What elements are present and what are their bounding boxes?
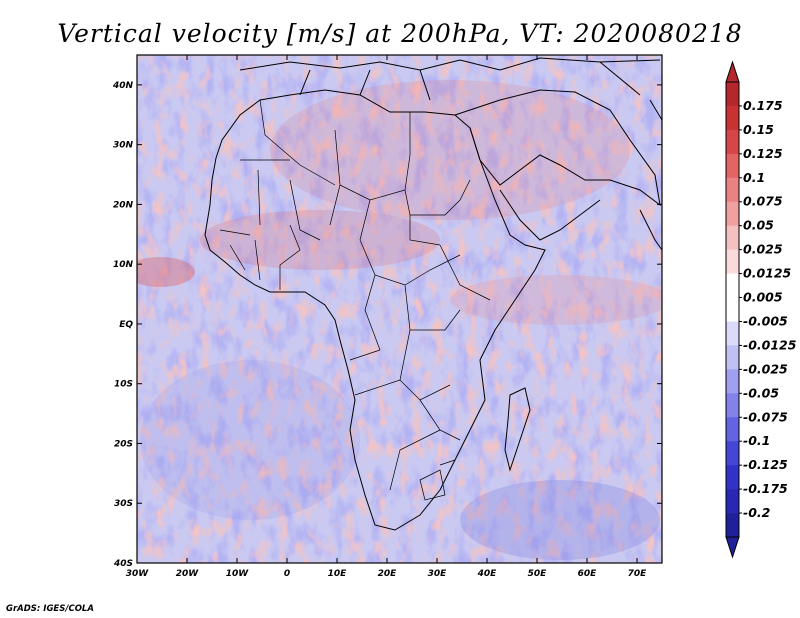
colorbar-label: 0.025 — [743, 242, 783, 257]
x-axis: 30W 20W 10W 0 10E 20E 30E 40E 50E 60E 70E — [126, 55, 647, 579]
x-tick-label: 10E — [328, 569, 348, 579]
y-tick-label: 30S — [114, 499, 133, 509]
colorbar: 0.175 0.15 0.125 0.1 0.075 0.05 0.025 0.0125 0.0… — [725, 60, 797, 559]
y-tick-label: 40S — [113, 559, 133, 569]
colorbar-label: -0.0125 — [743, 337, 797, 352]
colorbar-label: 0.075 — [743, 194, 783, 209]
y-tick-label: 10N — [113, 260, 134, 270]
colorbar-max-arrow — [725, 60, 740, 83]
colorbar-segment — [726, 225, 739, 250]
country-borders — [219, 99, 491, 501]
map-title: Vertical velocity [m/s] at 200hPa, VT: 2… — [57, 19, 742, 48]
colorbar-segment — [726, 105, 739, 131]
colorbar-segment — [726, 489, 739, 514]
colorbar-segment — [726, 177, 739, 203]
y-tick-label: EQ — [119, 320, 133, 330]
y-tick-label: 10S — [114, 380, 133, 390]
colorbar-label: 0.0125 — [743, 266, 792, 281]
colorbar-min-arrow — [725, 536, 740, 559]
x-tick-label: 0 — [284, 569, 290, 579]
x-tick-label: 60E — [578, 569, 598, 579]
x-tick-label: 40E — [477, 569, 498, 579]
colorbar-segment — [726, 129, 739, 155]
colorbar-label: -0.05 — [743, 385, 779, 400]
colorbar-label: -0.125 — [743, 457, 788, 472]
colorbar-label: 0.175 — [743, 98, 783, 113]
x-tick-label: 70E — [628, 569, 648, 579]
colorbar-segment — [726, 417, 739, 442]
y-tick-label: 20S — [114, 439, 133, 449]
colorbar-segment — [726, 153, 739, 179]
y-tick-label: 20N — [113, 200, 134, 210]
colorbar-segment — [726, 465, 739, 490]
credit-text: GrADS: IGES/COLA — [6, 604, 94, 614]
colorbar-segment — [726, 201, 739, 226]
x-tick-label: 20E — [378, 569, 398, 579]
colorbar-label: 0.05 — [743, 218, 774, 233]
colorbar-segment — [726, 82, 739, 107]
x-tick-label: 30W — [126, 569, 150, 579]
colorbar-segment — [726, 369, 739, 394]
colorbar-segment — [726, 345, 739, 370]
y-tick-label: 40N — [112, 81, 134, 91]
colorbar-segment — [726, 393, 739, 418]
coastlines — [204, 57, 662, 531]
x-tick-label: 50E — [528, 569, 548, 579]
colorbar-segment — [726, 321, 739, 346]
y-tick-label: 30N — [113, 141, 134, 151]
y-axis: 40S 30S 20S 10S EQ 10N 20N 30N 40N — [112, 81, 662, 569]
colorbar-segment — [726, 297, 739, 322]
colorbar-label: -0.025 — [743, 361, 788, 376]
colorbar-label: -0.1 — [743, 433, 770, 448]
colorbar-label: 0.1 — [743, 170, 765, 185]
x-tick-label: 10W — [226, 569, 250, 579]
colorbar-frame — [725, 81, 740, 538]
colorbar-label: 0.15 — [743, 122, 774, 137]
colorbar-segment — [726, 273, 739, 298]
colorbar-label: 0.125 — [743, 146, 783, 161]
colorbar-label: -0.175 — [743, 481, 788, 496]
colorbar-segment — [726, 249, 739, 274]
colorbar-label: -0.2 — [743, 505, 770, 520]
colorbar-segment — [726, 513, 739, 538]
colorbar-label: 0.005 — [743, 290, 783, 305]
velocity-field — [137, 55, 662, 563]
colorbar-label: -0.075 — [743, 409, 788, 424]
x-tick-label: 30E — [428, 569, 448, 579]
colorbar-segment — [726, 441, 739, 466]
map-frame — [136, 54, 663, 564]
colorbar-label: -0.005 — [743, 313, 788, 328]
x-tick-label: 20W — [176, 569, 200, 579]
